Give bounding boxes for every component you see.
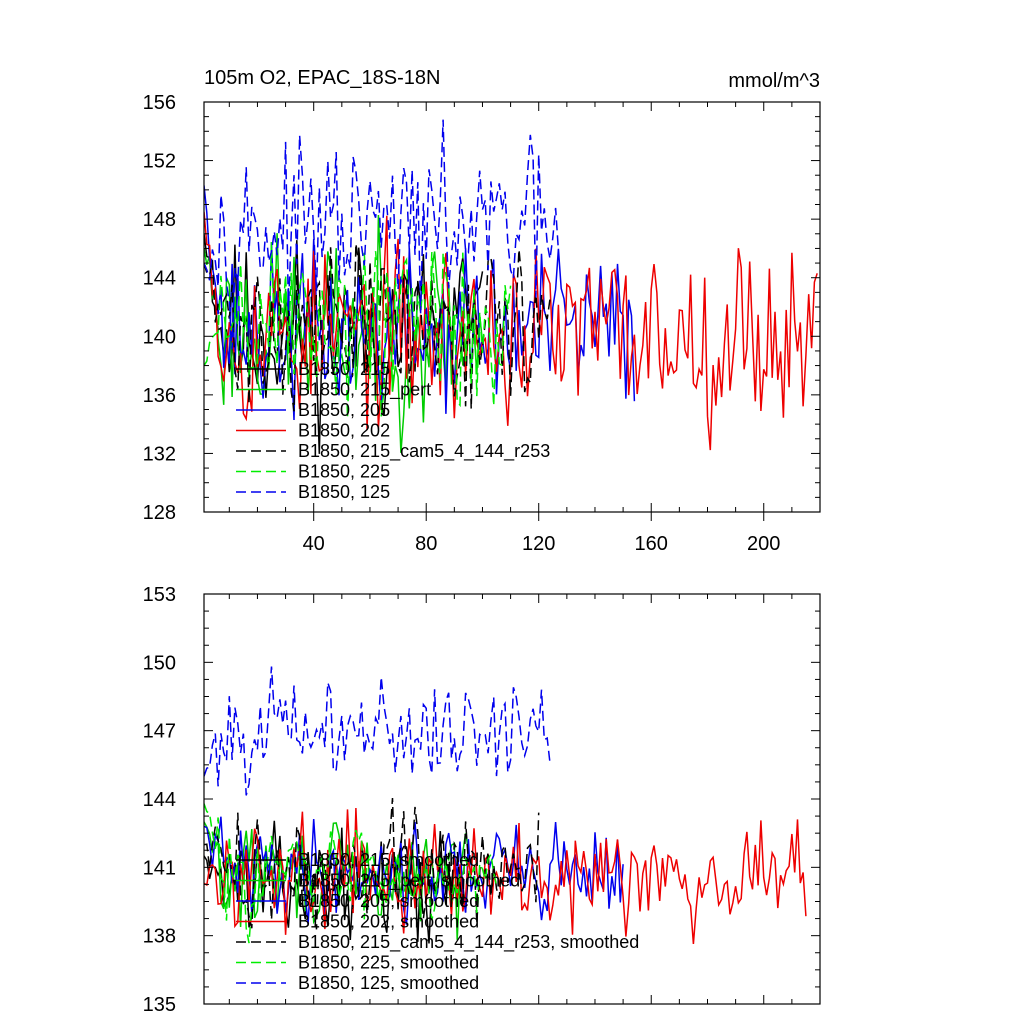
legend-label-4: B1850, 202, smoothed	[298, 912, 479, 932]
y-tick-label: 132	[143, 443, 176, 465]
series-line-2	[204, 821, 470, 940]
series-line-7	[204, 666, 551, 796]
legend-label-4: B1850, 202	[298, 421, 390, 441]
series-line-6	[204, 241, 512, 419]
top-plot-area	[204, 119, 818, 454]
bottom-axis-ticks	[204, 593, 821, 1005]
units-label: mmol/m^3	[728, 70, 820, 92]
legend-label-5: B1850, 215_cam5_4_144_r253, smoothed	[298, 932, 639, 953]
y-tick-label: 153	[143, 584, 176, 606]
top-y-tick-labels: 128 132 136 140 144 148 152 156	[143, 92, 176, 524]
legend-label-7: B1850, 125	[298, 482, 390, 502]
top-x-tick-labels: 40 80 120 160 200	[303, 533, 781, 555]
legend-label-2: B1850, 215_pert, smoothed	[298, 871, 520, 892]
y-tick-label: 147	[143, 721, 176, 743]
top-panel: 105m O2, EPAC_18S-18N mmol/m^3 128 132 136…	[143, 67, 821, 555]
y-tick-label: 152	[143, 151, 176, 173]
x-tick-label: 120	[522, 533, 555, 555]
bottom-plot-area	[204, 666, 807, 944]
y-tick-label: 148	[143, 209, 176, 231]
bottom-series-lines	[204, 666, 807, 944]
legend-label-6: B1850, 225	[298, 462, 390, 482]
y-tick-label: 156	[143, 92, 176, 114]
x-tick-label: 200	[747, 533, 780, 555]
legend-label-3: B1850, 205, smoothed	[298, 891, 479, 911]
top-axis-ticks	[204, 101, 821, 521]
legend-label-3: B1850, 205	[298, 400, 390, 420]
legend-label-5: B1850, 215_cam5_4_144_r253	[298, 441, 550, 462]
legend-label-1: B1850, 215	[298, 359, 390, 379]
y-tick-label: 128	[143, 502, 176, 524]
x-tick-label: 160	[635, 533, 668, 555]
series-line-6	[204, 803, 498, 944]
y-tick-label: 140	[143, 326, 176, 348]
legend-label-6: B1850, 225, smoothed	[298, 953, 479, 973]
chart-title: 105m O2, EPAC_18S-18N	[204, 67, 440, 89]
y-tick-label: 144	[143, 268, 176, 290]
series-line-4	[204, 211, 818, 451]
y-tick-label: 136	[143, 385, 176, 407]
legend-label-7: B1850, 125, smoothed	[298, 973, 479, 993]
y-tick-label: 150	[143, 652, 176, 674]
series-line-7	[204, 119, 560, 350]
series-line-5	[204, 243, 551, 412]
bottom-panel: 135 138 141 144 147 150 153 B1850, 215, smooth…	[143, 584, 821, 1016]
y-tick-label: 135	[143, 994, 176, 1016]
legend-label-1: B1850, 215, smoothed	[298, 850, 479, 870]
bottom-y-tick-labels: 135 138 141 144 147 150 153	[143, 584, 176, 1016]
legend-label-2: B1850, 215_pert	[298, 380, 431, 401]
top-series-lines	[204, 119, 818, 454]
y-tick-label: 141	[143, 857, 176, 879]
series-line-5	[204, 797, 540, 930]
y-tick-label: 138	[143, 926, 176, 948]
x-tick-label: 40	[303, 533, 325, 555]
x-tick-label: 80	[415, 533, 437, 555]
y-tick-label: 144	[143, 789, 176, 811]
